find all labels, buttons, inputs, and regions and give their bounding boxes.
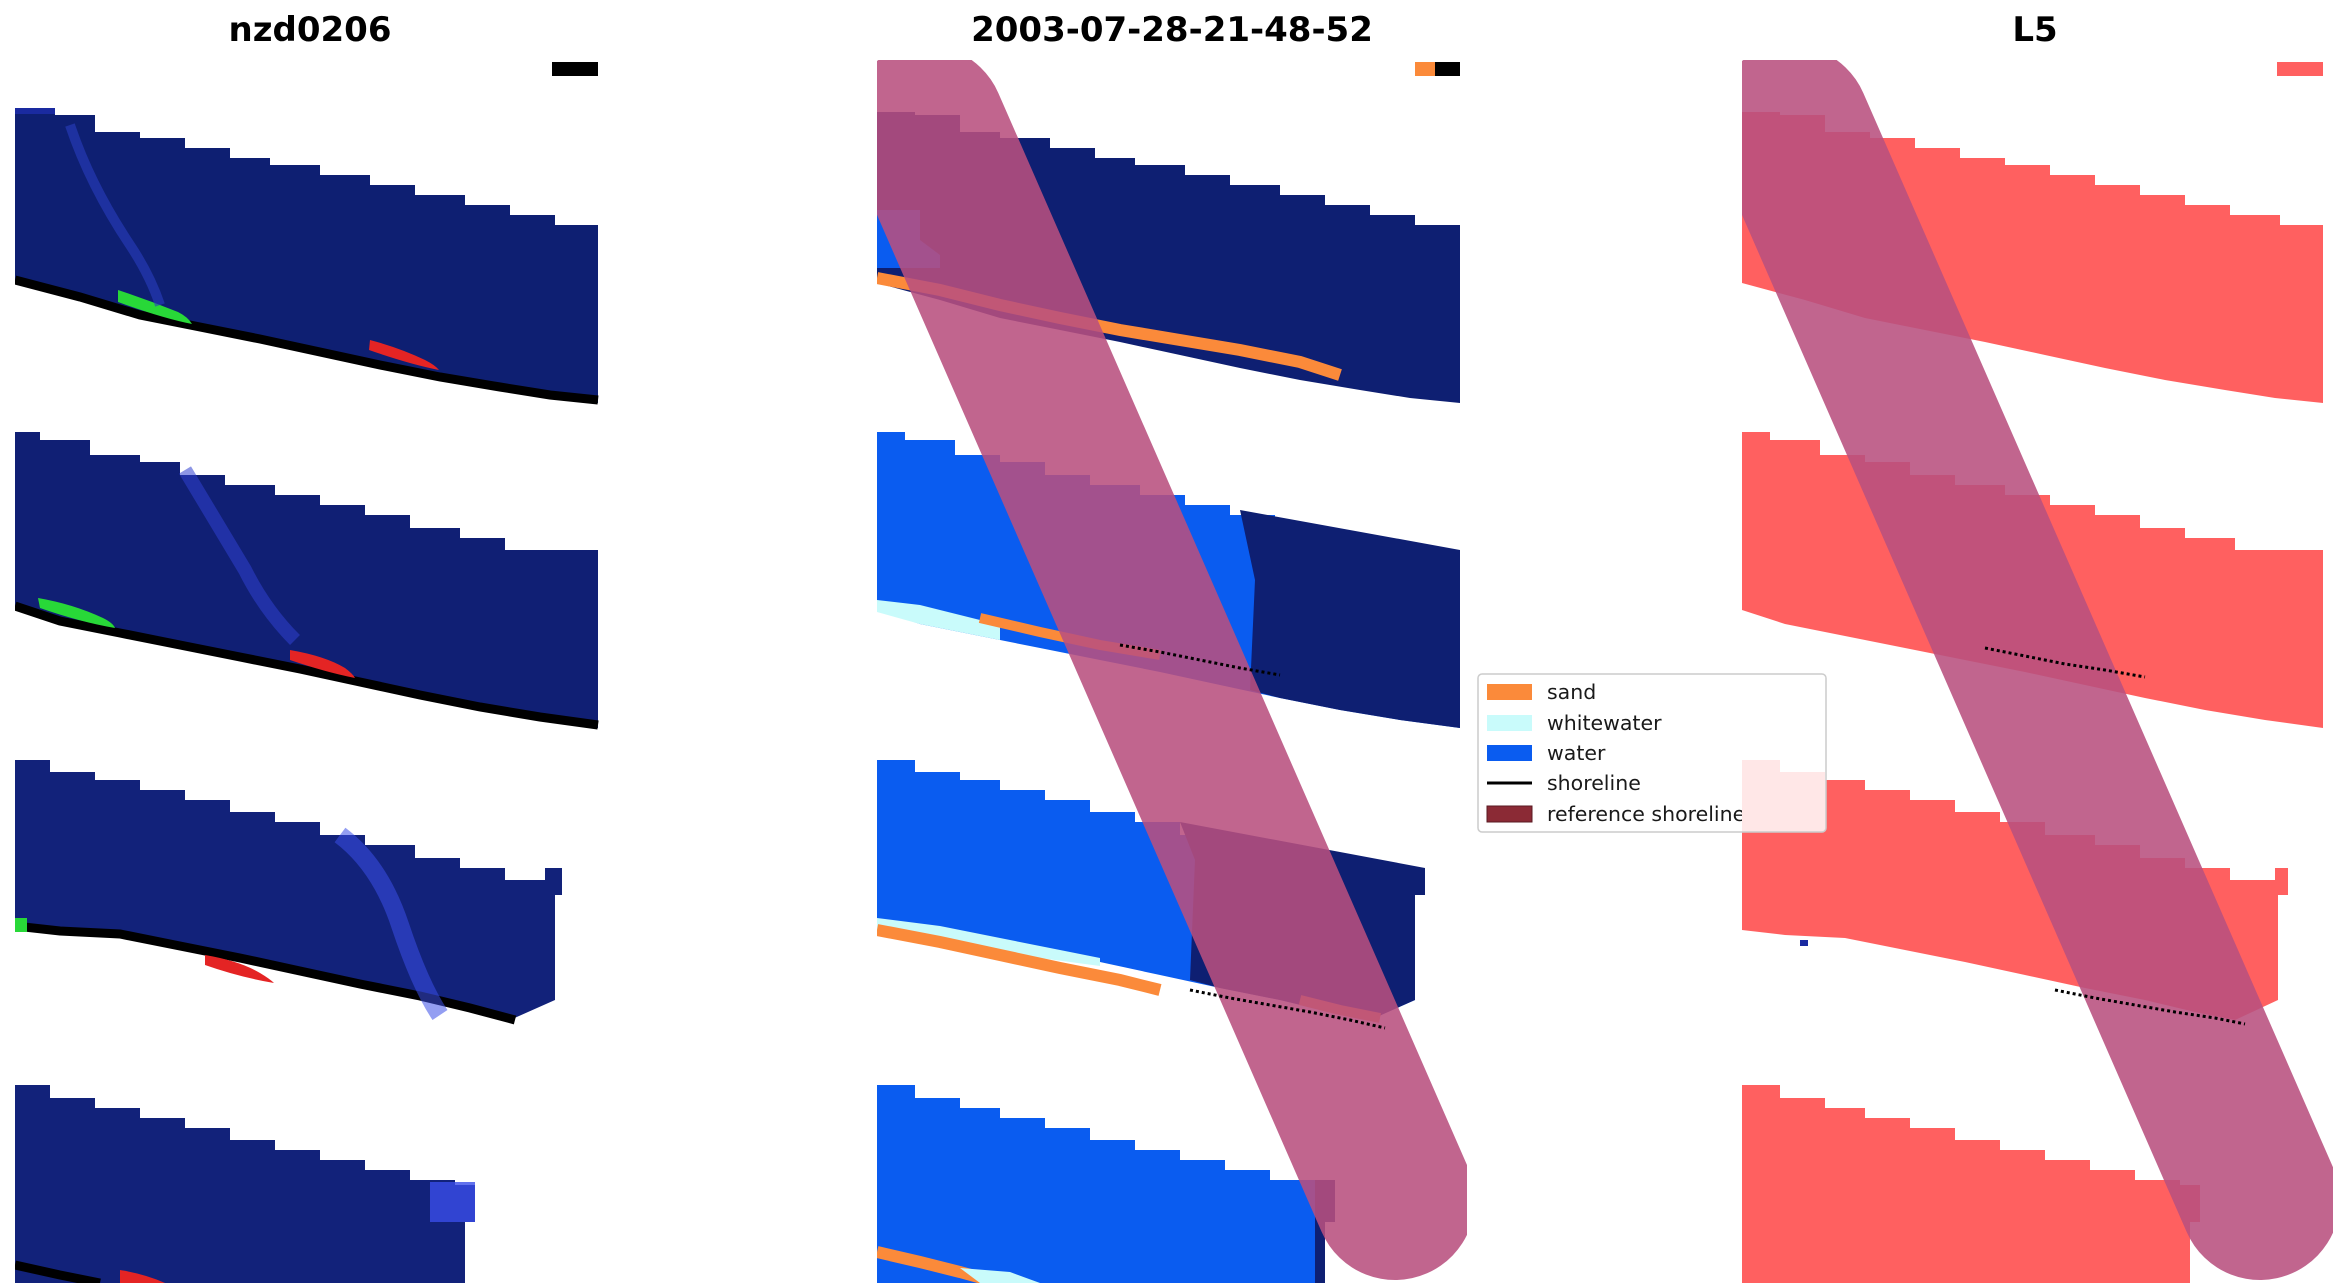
mask-blue-dot [1800, 940, 1808, 946]
whitewater-3 [877, 918, 1100, 966]
legend-swatch-reference-shoreline [1486, 805, 1533, 823]
image-strip-2 [15, 432, 598, 728]
legend-swatch-sand [1487, 684, 1532, 700]
strip-3-plume [334, 827, 448, 1020]
mask-overlap [1742, 800, 1832, 840]
glint-green-3 [15, 918, 27, 932]
glint-red-4 [120, 1270, 165, 1283]
legend-label-clip: reference shoreline [1547, 802, 1745, 826]
legend-swatch-whitewater [1487, 715, 1532, 731]
panel-title-3: L5 [2012, 10, 2057, 50]
image-strip-4 [15, 1085, 475, 1283]
legend-swatch-water [1487, 745, 1532, 761]
mask-marker [2277, 62, 2323, 76]
detected-shoreline-2 [1189, 988, 1386, 1030]
black-marker-2 [1435, 62, 1460, 76]
glint-green-1 [118, 290, 192, 324]
glint-green-2 [38, 598, 115, 628]
strip-1-plume [65, 123, 165, 307]
panel-rgb [15, 62, 599, 1283]
whitewater-2 [877, 600, 1000, 640]
image-strip-3 [15, 760, 562, 1020]
black-marker-1 [552, 62, 598, 76]
strip-4-bright [430, 1182, 475, 1222]
legend: sand whitewater water shoreline [1477, 673, 1827, 833]
sand-3 [877, 924, 1162, 996]
deep-water-2 [1240, 510, 1460, 728]
glint-red-2 [290, 650, 355, 678]
legend-label-whitewater: whitewater [1547, 711, 1662, 735]
panel-title-2: 2003-07-28-21-48-52 [971, 10, 1373, 50]
strip-4-shadow [15, 1260, 101, 1283]
legend-label-reference-shoreline: reference shoreline [1547, 802, 1745, 826]
image-strip-1 [15, 112, 598, 403]
strip-1-corner [15, 108, 55, 114]
panel-classified [877, 60, 1467, 1283]
strip-2-shadow [15, 601, 599, 730]
strip-3-shadow [15, 921, 517, 1025]
whitewater-4 [960, 1268, 1040, 1283]
reference-shoreline-buffer [877, 60, 1467, 1280]
strip-2-plume [178, 466, 300, 645]
legend-label-shoreline: shoreline [1547, 771, 1641, 795]
legend-label-water: water [1547, 741, 1606, 765]
legend-frame [1477, 673, 1827, 833]
glint-red-1 [369, 340, 439, 370]
reference-shoreline-buffer-mask [1742, 60, 2333, 1280]
legend-label-sand: sand [1547, 680, 1596, 704]
glint-red-3 [205, 955, 274, 983]
panel-title-1: nzd0206 [229, 10, 392, 50]
mask-strip-4 [1742, 1085, 2200, 1283]
class-strip-4 [877, 1085, 1315, 1283]
strip-1-shadow [15, 275, 599, 405]
panel-mask [1742, 60, 2333, 1283]
orange-marker [1415, 62, 1435, 76]
